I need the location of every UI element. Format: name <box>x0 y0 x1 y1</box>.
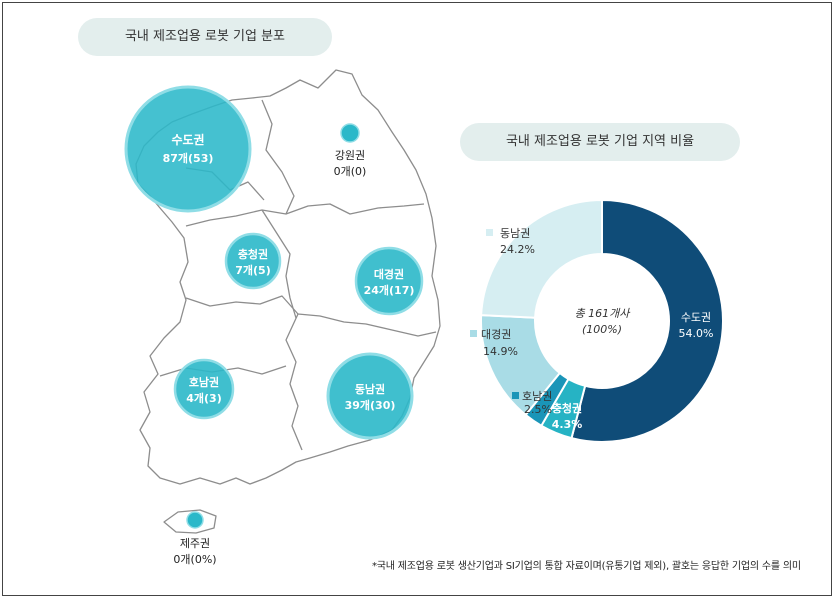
region-border <box>261 99 295 215</box>
bubble-daegyeong-name: 대경권 <box>374 267 404 281</box>
label-honam-value: 2.5% <box>524 403 552 416</box>
bubble-honam-value: 4개(3) <box>186 391 221 405</box>
label-daegyeong-value: 14.9% <box>483 345 518 358</box>
region-border <box>185 203 425 227</box>
bubble-chungcheong-name: 충청권 <box>238 247 268 261</box>
footnote: *국내 제조업용 로봇 생산기업과 SI기업의 통합 자료이며(유통기업 제외)… <box>372 561 801 572</box>
map-title: 국내 제조업용 로봇 기업 분포 <box>78 18 332 56</box>
bubble-sudo-value: 87개(53) <box>163 151 214 165</box>
region-bubbles: 수도권 87개(53) 강원권 0개(0) 충청권 7개(5) 대경권 24개(… <box>124 85 424 566</box>
bubble-honam-name: 호남권 <box>189 375 219 389</box>
bubble-daegyeong-value: 24개(17) <box>364 283 415 297</box>
donut-slices <box>480 198 724 443</box>
bubble-chungcheong-value: 7개(5) <box>235 263 270 277</box>
bubble-dongnam-circle <box>326 352 414 440</box>
donut-slice-dongnam <box>480 198 603 319</box>
bubble-gangwon-value: 0개(0) <box>334 165 367 178</box>
bubble-sudo-circle <box>124 85 252 213</box>
donut-center-total: 총 161개사 <box>575 307 632 320</box>
donut-slice-sudo <box>570 198 724 443</box>
bubble-sudo-name: 수도권 <box>171 133 204 147</box>
label-chungcheong-value: 4.3% <box>552 418 583 431</box>
label-honam-name: 호남권 <box>522 390 552 403</box>
bubble-sudo: 수도권 87개(53) <box>124 85 252 213</box>
region-border <box>285 313 303 451</box>
label-daegyeong-name: 대경권 <box>481 328 511 341</box>
bubble-jeju-value: 0개(0%) <box>173 553 216 566</box>
jeju-island <box>163 509 217 534</box>
bubble-chungcheong: 충청권 7개(5) <box>224 232 282 290</box>
bubble-gangwon-circle <box>340 123 360 143</box>
label-dongnam-value: 24.2% <box>500 243 535 256</box>
region-border <box>297 313 437 337</box>
bubble-dongnam-name: 동남권 <box>355 383 385 396</box>
bubble-daegyeong-circle <box>354 246 424 316</box>
region-border <box>261 209 297 319</box>
legend-swatch-daegyeong <box>470 330 477 337</box>
label-chungcheong-name: 충청권 <box>552 401 582 415</box>
bubble-chungcheong-circle <box>224 232 282 290</box>
bubble-gangwon-name: 강원권 <box>335 149 365 162</box>
bubble-jeju: 제주권 0개(0%) <box>173 511 217 566</box>
legend-swatch-dongnam <box>486 229 493 236</box>
donut-chart: 총 161개사 (100%) 수도권 54.0% 동남권 24.2% 대경권 1… <box>470 198 724 443</box>
bubble-daegyeong: 대경권 24개(17) <box>354 246 424 316</box>
bubble-dongnam-value: 39개(30) <box>345 398 396 412</box>
bubble-jeju-name: 제주권 <box>180 537 210 550</box>
label-sudo-name: 수도권 <box>681 311 711 324</box>
region-border <box>185 295 299 315</box>
bubble-honam: 호남권 4개(3) <box>173 358 235 420</box>
bubble-gangwon: 강원권 0개(0) <box>334 123 367 178</box>
label-dongnam-name: 동남권 <box>500 227 530 240</box>
bubble-jeju-circle <box>186 511 204 529</box>
legend-swatch-honam <box>512 392 519 399</box>
bubble-dongnam: 동남권 39개(30) <box>326 352 414 440</box>
bubble-honam-circle <box>173 358 235 420</box>
label-sudo-value: 54.0% <box>679 327 714 340</box>
donut-center-percent: (100%) <box>582 323 622 336</box>
donut-title: 국내 제조업용 로봇 기업 지역 비율 <box>460 123 740 161</box>
